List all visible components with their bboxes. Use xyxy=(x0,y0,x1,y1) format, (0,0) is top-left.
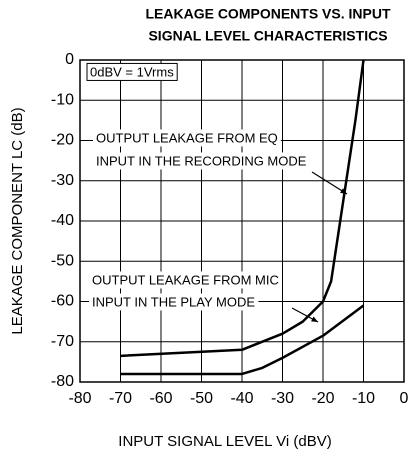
y-tick-label: -50 xyxy=(51,252,74,269)
y-tick-label: -20 xyxy=(51,132,74,149)
annotation-background xyxy=(89,271,282,289)
y-tick-label: -60 xyxy=(51,293,74,310)
annotation-arrow xyxy=(311,171,348,195)
plot-frame xyxy=(79,59,405,383)
line-series xyxy=(120,304,365,376)
y-axis-label: LEAKAGE COMPONENT LC (dB) xyxy=(9,107,26,334)
y-tick-label: 0 xyxy=(65,51,74,68)
y-tick-label: -30 xyxy=(51,172,74,189)
x-tick-label: -20 xyxy=(311,390,334,407)
annotation-background xyxy=(89,293,259,311)
x-tick-label: -70 xyxy=(109,390,132,407)
annotation: OUTPUT LEAKAGE FROM MIC xyxy=(92,272,279,287)
x-tick-label: -50 xyxy=(190,390,213,407)
annotation-arrowhead xyxy=(311,316,318,322)
x-tick-label: -60 xyxy=(149,390,172,407)
x-tick-label: 0 xyxy=(400,390,409,407)
annotation: INPUT IN THE PLAY MODE xyxy=(92,294,255,309)
annotation-background xyxy=(93,129,281,147)
chart-title: LEAKAGE COMPONENTS VS. INPUT xyxy=(145,6,390,22)
y-tick-label: -10 xyxy=(51,91,74,108)
annotation: OUTPUT LEAKAGE FROM EQ xyxy=(96,130,278,145)
y-tick-label: -70 xyxy=(51,333,74,350)
line-series xyxy=(120,59,365,358)
annotation: 0dBV = 1Vrms xyxy=(90,64,174,79)
x-tick-label: -80 xyxy=(68,390,91,407)
y-tick-label: -80 xyxy=(51,373,74,390)
x-axis-label: INPUT SIGNAL LEVEL Vi (dBV) xyxy=(118,433,331,450)
annotation-background xyxy=(86,62,178,81)
x-tick-label: -30 xyxy=(271,390,294,407)
annotation-background xyxy=(93,152,310,170)
y-tick-label: -40 xyxy=(51,212,74,229)
x-tick-label: -10 xyxy=(352,390,375,407)
annotation: INPUT IN THE RECORDING MODE xyxy=(96,153,307,168)
x-tick-label: -40 xyxy=(230,390,253,407)
chart-title: SIGNAL LEVEL CHARACTERISTICS xyxy=(148,28,387,44)
